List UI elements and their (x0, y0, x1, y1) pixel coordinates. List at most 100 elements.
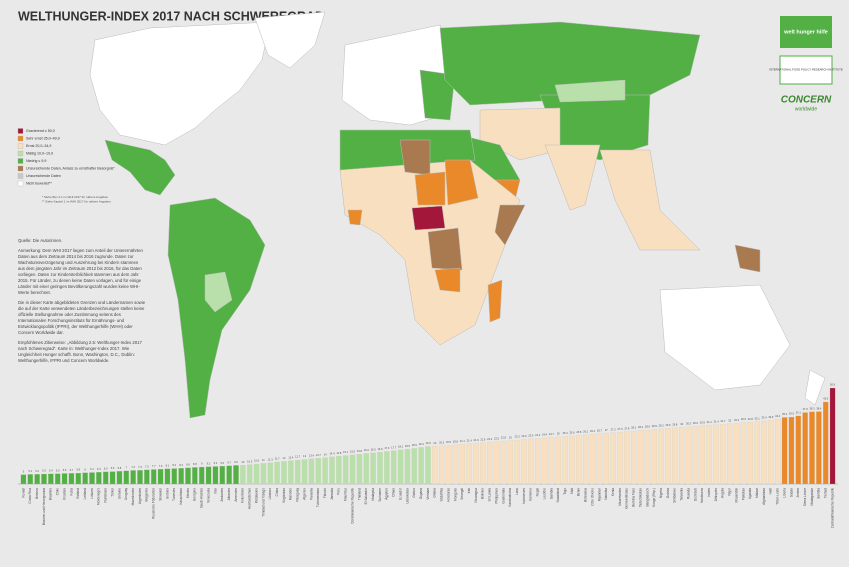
x-tick-label: Tschad (824, 488, 828, 498)
legend-swatch (17, 173, 24, 179)
greenland (254, 11, 326, 69)
bar (528, 438, 534, 485)
bar (164, 468, 171, 485)
value-label: 23 (509, 435, 512, 439)
value-label: 16.9 (377, 447, 383, 451)
bar (267, 462, 273, 485)
x-tick-label: Usbekistan (405, 488, 409, 504)
value-label: 6.6 (111, 466, 115, 470)
value-label: 6.3 (97, 467, 101, 471)
landmasses (89, 11, 826, 419)
value-label: 11.3 (268, 457, 273, 461)
value-label: 7 (126, 465, 128, 469)
x-tick-label: Litauen (90, 488, 94, 499)
x-tick-label: Kambodscha (508, 488, 512, 507)
bar (487, 442, 493, 485)
bar (41, 473, 47, 485)
bar (452, 444, 459, 485)
australia (659, 284, 791, 391)
bar (233, 465, 239, 485)
x-tick-label: Kroatien (62, 488, 66, 500)
x-tick-label: Angola (721, 488, 725, 498)
central-america (104, 139, 176, 196)
bar (199, 466, 205, 485)
value-label: 43.5 (823, 397, 829, 401)
bar (617, 432, 623, 485)
legend-swatch (17, 150, 24, 157)
value-label: 10.3 (247, 459, 253, 463)
value-label: 7.3 (138, 465, 142, 469)
bar (637, 430, 644, 485)
x-tick-label: Nepal (536, 488, 540, 497)
bar (55, 473, 61, 485)
x-tick-label: Rumänien (104, 488, 108, 503)
value-label: 18.1 (398, 445, 404, 449)
value-label: 12.7 (295, 455, 301, 459)
x-tick-label: Malaysia (371, 488, 375, 501)
x-tick-label: Serbien (165, 488, 169, 499)
value-label: 19.9 (425, 441, 431, 445)
bar (20, 474, 27, 485)
value-label: 22.5 (494, 436, 500, 440)
value-label: 6.8 (118, 466, 122, 470)
x-tick-label: Sri Lanka (488, 488, 492, 502)
x-tick-label: Moldawien (254, 488, 258, 503)
bar (493, 441, 500, 485)
bar (624, 431, 630, 485)
value-label: 5.6 (63, 468, 67, 472)
value-label: 29.2 (659, 424, 665, 428)
value-label: 8.6 (186, 462, 190, 466)
value-label: 25.3 (563, 431, 569, 435)
x-tick-label: Ruanda (686, 488, 690, 499)
value-label: 12.4 (288, 455, 294, 459)
x-tick-label: Pakistan (741, 488, 745, 500)
value-label: 28.9 (652, 424, 658, 428)
value-label: 50.9 (830, 383, 836, 387)
value-label: 29.8 (672, 422, 678, 426)
bar (768, 419, 774, 485)
bar (761, 420, 767, 485)
legend-swatch (17, 143, 24, 149)
note: Empfohlenes Zitierweise: „Abbildung 2.5:… (18, 340, 142, 363)
bar (692, 426, 699, 485)
value-label: 8.4 (179, 463, 183, 467)
legend-label: Sehr ernst 35,0–49,9 (26, 136, 60, 140)
x-tick-label: Turkmenistan (316, 488, 320, 507)
bar (205, 466, 212, 485)
x-tick-label: Dominikanische Republik (350, 488, 354, 524)
x-tick-label: Kuwait (21, 488, 25, 498)
value-label: 5.7 (70, 468, 74, 472)
bar (823, 401, 829, 485)
x-tick-label: El Salvador (364, 487, 368, 504)
eastern-europe (419, 69, 456, 121)
value-label: 34.4 (775, 414, 781, 418)
bar (370, 452, 376, 485)
bar (130, 470, 136, 485)
bar (432, 446, 438, 485)
x-tick-label: Iran (213, 488, 217, 494)
x-tick-label: Ägypten (385, 488, 389, 500)
bar (411, 448, 417, 485)
bar (829, 387, 836, 485)
bar (809, 411, 815, 485)
value-label: 26.4 (590, 429, 596, 433)
bar (363, 453, 369, 485)
x-tick-label: Niger (728, 487, 732, 496)
bar (336, 455, 342, 485)
value-label: 27.8 (624, 426, 630, 430)
bar (301, 459, 308, 485)
x-tick-label: Honduras (446, 488, 450, 502)
x-tick-label: Mongolei (453, 488, 457, 501)
x-tick-label: Irak (467, 488, 471, 494)
bar (315, 458, 321, 485)
value-label: 36.1 (796, 411, 802, 415)
value-label: 27.5 (617, 427, 623, 431)
value-label: 5.1 (28, 469, 32, 473)
logo: worldwide (795, 106, 817, 112)
legend-label: Niedrig ≤ 9,9 (26, 159, 46, 163)
x-tick-label: Argentinien (138, 488, 142, 504)
x-tick-label: Côte d'Ivoire (590, 488, 594, 506)
note: Anmerkung: Dem WHI 2017 liegen zum Antei… (18, 248, 143, 295)
value-label: 9.2 (207, 461, 211, 465)
bar (61, 473, 68, 485)
